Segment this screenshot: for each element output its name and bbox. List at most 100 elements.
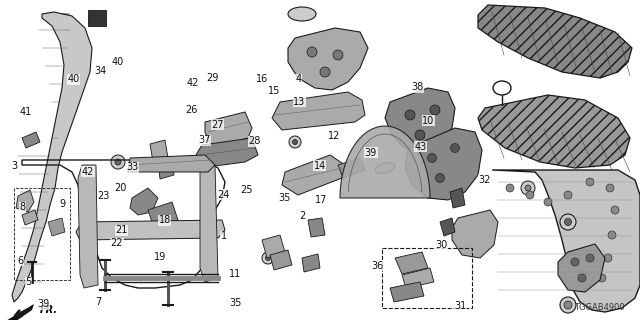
Text: 36: 36	[371, 260, 383, 271]
Text: 10: 10	[422, 116, 435, 126]
Text: 35: 35	[278, 193, 291, 203]
Polygon shape	[395, 252, 428, 274]
Text: 9: 9	[59, 199, 65, 209]
Text: 28: 28	[248, 136, 260, 147]
Polygon shape	[88, 10, 106, 26]
Circle shape	[266, 255, 271, 260]
Circle shape	[307, 47, 317, 57]
Circle shape	[526, 191, 534, 199]
Polygon shape	[262, 235, 285, 258]
Text: 32: 32	[479, 175, 491, 185]
Circle shape	[544, 198, 552, 206]
Polygon shape	[385, 88, 455, 150]
Circle shape	[451, 143, 460, 153]
Text: TGGAB4900: TGGAB4900	[574, 303, 625, 312]
Polygon shape	[78, 165, 98, 288]
Ellipse shape	[375, 163, 395, 173]
Polygon shape	[270, 250, 292, 270]
Circle shape	[586, 178, 594, 186]
Text: 16: 16	[256, 74, 268, 84]
Circle shape	[430, 105, 440, 115]
Text: 26: 26	[186, 105, 198, 116]
Polygon shape	[405, 128, 482, 200]
Polygon shape	[440, 218, 455, 236]
Polygon shape	[340, 126, 430, 198]
Text: 3: 3	[12, 161, 18, 171]
Text: 40: 40	[112, 57, 124, 68]
Polygon shape	[22, 210, 38, 225]
Circle shape	[115, 159, 121, 165]
Text: 42: 42	[187, 77, 199, 88]
Text: 40: 40	[67, 74, 79, 84]
Polygon shape	[148, 202, 178, 228]
Text: 13: 13	[293, 97, 305, 107]
Circle shape	[564, 301, 572, 309]
Polygon shape	[205, 112, 252, 148]
Circle shape	[292, 140, 298, 145]
Circle shape	[571, 258, 579, 266]
Circle shape	[560, 214, 576, 230]
Text: 30: 30	[435, 240, 447, 250]
Text: 2: 2	[300, 211, 306, 221]
Polygon shape	[478, 95, 630, 168]
Polygon shape	[308, 218, 325, 237]
Polygon shape	[282, 155, 345, 195]
Text: 17: 17	[315, 195, 327, 205]
Text: 6: 6	[17, 256, 24, 266]
Circle shape	[111, 155, 125, 169]
Circle shape	[415, 130, 425, 140]
Text: 34: 34	[95, 66, 107, 76]
Text: 20: 20	[114, 183, 126, 193]
Polygon shape	[492, 170, 640, 312]
Polygon shape	[16, 190, 34, 212]
Text: 43: 43	[415, 141, 427, 152]
Circle shape	[604, 254, 612, 262]
Polygon shape	[272, 92, 365, 130]
Text: 39: 39	[365, 148, 377, 158]
Polygon shape	[450, 188, 465, 208]
Polygon shape	[130, 188, 158, 215]
Polygon shape	[150, 140, 168, 162]
Polygon shape	[402, 268, 434, 288]
Circle shape	[578, 274, 586, 282]
Text: 42: 42	[82, 166, 94, 177]
Circle shape	[405, 110, 415, 120]
Text: 12: 12	[328, 131, 340, 141]
Circle shape	[608, 231, 616, 239]
Polygon shape	[452, 210, 498, 258]
Circle shape	[262, 252, 274, 264]
Text: 5: 5	[26, 277, 32, 287]
Polygon shape	[196, 138, 258, 168]
Text: 23: 23	[97, 191, 109, 201]
Circle shape	[320, 67, 330, 77]
Polygon shape	[76, 220, 225, 240]
Circle shape	[586, 254, 594, 262]
Polygon shape	[558, 244, 605, 292]
Text: 7: 7	[95, 297, 101, 307]
Polygon shape	[390, 282, 424, 302]
Text: 4: 4	[296, 74, 302, 84]
Text: FR.: FR.	[40, 305, 58, 315]
Ellipse shape	[288, 7, 316, 21]
Text: 31: 31	[454, 300, 467, 311]
Circle shape	[289, 136, 301, 148]
Text: 21: 21	[115, 225, 127, 236]
Text: 35: 35	[229, 298, 241, 308]
Text: 8: 8	[19, 202, 26, 212]
Circle shape	[606, 184, 614, 192]
Polygon shape	[158, 158, 174, 179]
Circle shape	[506, 184, 514, 192]
Polygon shape	[22, 132, 40, 148]
Text: 25: 25	[240, 185, 253, 195]
Polygon shape	[4, 304, 34, 320]
Text: 15: 15	[268, 86, 280, 96]
Text: 33: 33	[127, 162, 139, 172]
Polygon shape	[288, 28, 368, 90]
Polygon shape	[338, 158, 365, 178]
Text: 1: 1	[221, 231, 227, 241]
Circle shape	[564, 219, 572, 226]
Circle shape	[435, 173, 445, 182]
Circle shape	[525, 185, 531, 191]
Circle shape	[521, 181, 535, 195]
Text: 14: 14	[314, 161, 326, 171]
